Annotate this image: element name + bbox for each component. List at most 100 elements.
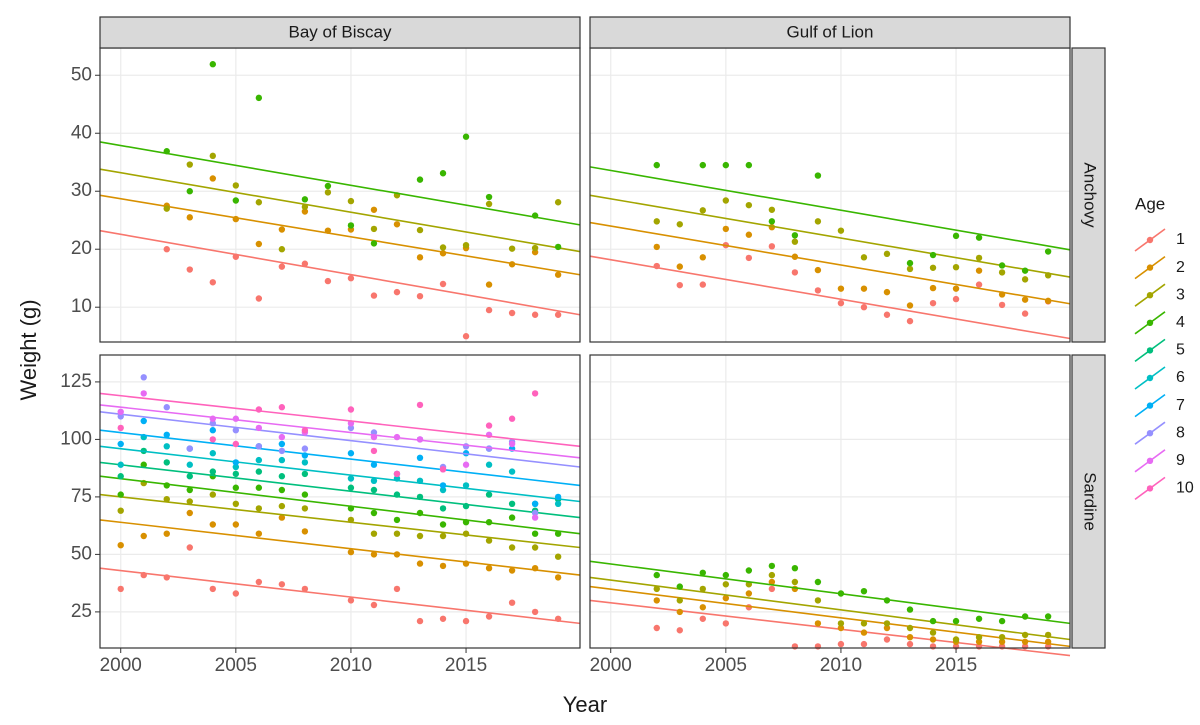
point: [676, 583, 683, 590]
point: [1044, 631, 1052, 639]
point: [531, 564, 539, 572]
point: [791, 238, 799, 245]
point: [554, 311, 562, 318]
point: [209, 491, 217, 498]
point: [140, 390, 147, 397]
point: [508, 567, 516, 574]
point: [462, 482, 470, 489]
point: [699, 281, 707, 288]
point: [347, 275, 355, 282]
y-tick-label: 75: [71, 486, 92, 507]
point: [186, 214, 193, 221]
point: [462, 530, 470, 537]
point: [416, 254, 424, 261]
legend-label: 9: [1176, 452, 1185, 469]
legend-key-point: [1146, 457, 1154, 464]
point: [531, 311, 539, 318]
point: [906, 317, 914, 325]
point: [975, 234, 983, 241]
y-tick-label: 30: [71, 180, 92, 201]
point: [837, 620, 845, 627]
point: [370, 530, 378, 537]
point: [860, 640, 868, 648]
point: [699, 604, 707, 611]
panel-border: [589, 354, 1071, 649]
point: [998, 301, 1006, 309]
point: [1021, 267, 1029, 274]
point: [301, 505, 309, 512]
fit-line: [589, 255, 1071, 340]
point: [439, 482, 447, 489]
point: [745, 161, 753, 169]
point: [209, 436, 217, 443]
fit-line: [99, 445, 581, 503]
point: [485, 422, 493, 429]
point: [301, 491, 309, 498]
point: [554, 615, 562, 622]
point: [232, 521, 240, 528]
point: [370, 509, 378, 517]
point: [860, 304, 868, 311]
point: [416, 176, 424, 183]
point: [906, 633, 914, 641]
point: [370, 477, 378, 485]
point: [140, 417, 147, 425]
point: [278, 514, 286, 521]
point: [347, 222, 355, 229]
point: [722, 225, 730, 233]
panel-background: [590, 48, 1070, 342]
point: [883, 636, 891, 643]
fit-line: [589, 599, 1071, 657]
point: [439, 244, 447, 251]
point: [837, 624, 845, 632]
legend-key-point: [1146, 430, 1154, 437]
point: [975, 267, 983, 274]
point: [255, 505, 263, 512]
point: [814, 172, 822, 179]
point: [462, 461, 470, 468]
point: [676, 597, 683, 604]
point: [745, 231, 753, 238]
point: [554, 553, 562, 560]
point: [531, 514, 539, 521]
point: [722, 161, 730, 169]
x-tick-label: 2010: [820, 655, 862, 676]
point: [508, 544, 516, 551]
point: [439, 486, 447, 494]
point: [722, 197, 730, 204]
point: [393, 470, 401, 478]
point: [186, 161, 193, 168]
fit-line: [99, 404, 581, 459]
point: [837, 640, 845, 648]
strip-label: Sardine: [1081, 472, 1100, 531]
y-tick-label: 40: [71, 122, 92, 143]
point: [1044, 248, 1052, 255]
strip: [1071, 354, 1106, 649]
point: [676, 627, 683, 634]
point: [531, 244, 539, 252]
point: [232, 590, 240, 597]
point: [232, 215, 240, 223]
point: [699, 569, 707, 576]
point: [301, 445, 309, 452]
legend-title: Age: [1135, 194, 1165, 213]
point: [209, 585, 217, 593]
point: [929, 264, 937, 271]
point: [929, 299, 937, 307]
point: [117, 541, 124, 549]
y-axis-title: Weight (g): [16, 299, 41, 400]
point: [117, 408, 124, 416]
point: [186, 266, 193, 273]
strip-label: Bay of Biscay: [289, 22, 392, 41]
fit-line: [99, 429, 581, 487]
point: [952, 285, 960, 292]
point: [416, 401, 424, 409]
point: [814, 643, 822, 650]
point: [699, 161, 707, 169]
point: [508, 309, 516, 317]
point: [814, 597, 822, 604]
point: [278, 440, 286, 448]
point: [117, 507, 124, 514]
point: [676, 608, 683, 616]
point: [699, 585, 707, 593]
